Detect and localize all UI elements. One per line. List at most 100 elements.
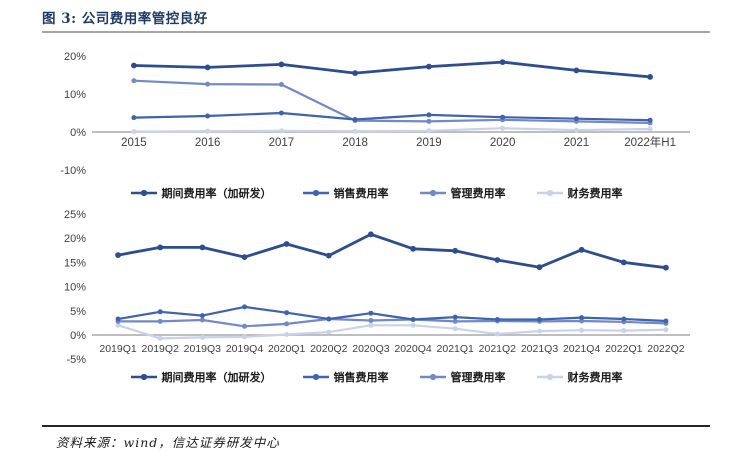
data-point-marker xyxy=(278,61,285,68)
data-point-marker xyxy=(573,67,580,74)
data-point-marker xyxy=(242,304,247,310)
legend-label: 销售费用率 xyxy=(333,371,389,384)
x-tick-label: 2021Q4 xyxy=(563,343,601,355)
legend-item: 销售费用率 xyxy=(302,185,389,201)
legend-item: 财务费用率 xyxy=(536,369,623,385)
data-point-marker xyxy=(500,114,506,120)
data-point-marker xyxy=(426,128,432,134)
data-point-marker xyxy=(352,117,358,122)
x-tick-label: 2019Q1 xyxy=(99,343,137,355)
data-point-marker xyxy=(663,318,669,324)
data-point-marker xyxy=(115,252,121,258)
legend-marker-icon xyxy=(302,189,329,197)
data-point-marker xyxy=(410,322,416,328)
legend-dot xyxy=(312,189,319,197)
data-point-marker xyxy=(205,113,211,119)
legend-label: 财务费用率 xyxy=(567,371,623,384)
data-point-marker xyxy=(326,329,332,335)
data-point-marker xyxy=(536,264,543,271)
y-tick-label: -5% xyxy=(66,354,86,366)
annual-expense-ratio-chart: 20% 10% 0% -10% 2015 2016 2017 2018 2019 2020 2021… xyxy=(60,51,690,177)
chart-legend: 期间费用率（加研发） 销售费用率 管理费用率 财务费用率 xyxy=(42,368,710,386)
data-point-marker xyxy=(663,264,669,271)
source-note: 资料来源：wind，信达证券研发中心 xyxy=(56,435,280,450)
data-point-marker xyxy=(500,125,506,131)
data-point-marker xyxy=(278,128,284,134)
x-tick-label: 2021Q3 xyxy=(521,343,559,355)
data-point-marker xyxy=(157,309,163,315)
data-point-marker xyxy=(199,244,206,251)
series-line xyxy=(132,60,652,79)
y-tick-label: 20% xyxy=(64,233,86,245)
data-point-marker xyxy=(242,323,247,329)
data-point-marker xyxy=(537,317,542,322)
legend-dot xyxy=(429,373,436,381)
legend-dot xyxy=(546,189,553,197)
data-point-marker xyxy=(410,317,416,322)
data-point-marker xyxy=(199,334,205,340)
quarterly-expense-ratio-chart: 25% 20% 15% 10% 5% 0% -5% 2019Q1 2019Q2 2019Q3 201… xyxy=(64,209,690,366)
legend-item: 销售费用率 xyxy=(302,369,389,385)
legend-label: 管理费用率 xyxy=(450,187,506,200)
data-point-marker xyxy=(621,328,627,334)
legend-marker-icon xyxy=(130,189,157,197)
data-point-marker xyxy=(426,118,432,124)
data-point-marker xyxy=(620,259,627,266)
series-line xyxy=(116,324,668,340)
data-point-marker xyxy=(199,313,205,319)
data-point-marker xyxy=(368,310,374,316)
legend-dot xyxy=(140,373,147,381)
x-tick-label: 2019 xyxy=(416,137,442,149)
data-point-marker xyxy=(131,78,137,84)
legend-label: 管理费用率 xyxy=(450,371,506,384)
legend-item: 管理费用率 xyxy=(419,185,506,201)
data-point-marker xyxy=(326,316,332,322)
data-point-marker xyxy=(131,115,137,121)
series-line xyxy=(116,232,668,270)
data-point-marker xyxy=(573,127,579,133)
data-point-marker xyxy=(352,128,358,134)
data-point-marker xyxy=(325,252,332,259)
legend-label: 财务费用率 xyxy=(567,187,623,200)
data-point-marker xyxy=(452,318,458,324)
x-tick-label: 2020Q2 xyxy=(310,343,348,355)
data-point-marker xyxy=(426,63,432,70)
data-point-marker xyxy=(573,116,579,122)
data-point-marker xyxy=(410,245,416,252)
data-point-marker xyxy=(352,70,358,76)
x-tick-label: 2016 xyxy=(195,137,221,149)
data-point-marker xyxy=(131,62,137,69)
data-point-marker xyxy=(494,317,500,322)
data-point-marker xyxy=(278,110,284,116)
legend-marker-icon xyxy=(536,373,563,381)
data-point-marker xyxy=(452,326,458,332)
y-tick-label: 0% xyxy=(70,330,86,342)
x-tick-label: 2020 xyxy=(490,137,516,149)
legend-marker-icon xyxy=(130,373,157,381)
y-tick-label: 10% xyxy=(64,89,86,101)
data-point-marker xyxy=(452,247,459,254)
x-tick-label: 2020Q1 xyxy=(268,343,306,355)
legend-label: 期间费用率（加研发） xyxy=(161,187,272,200)
y-tick-label: 10% xyxy=(64,282,86,294)
data-point-marker xyxy=(205,128,211,134)
y-tick-label: 20% xyxy=(64,51,86,63)
data-point-marker xyxy=(242,334,247,340)
data-point-marker xyxy=(115,316,121,322)
legend-marker-icon xyxy=(419,189,446,197)
series-line xyxy=(116,305,668,323)
legend-item: 财务费用率 xyxy=(536,185,623,201)
y-tick-label: 15% xyxy=(64,257,86,269)
legend-item: 管理费用率 xyxy=(419,369,506,385)
y-tick-label: 5% xyxy=(70,306,86,318)
data-point-marker xyxy=(284,321,290,327)
x-tick-label: 2019Q4 xyxy=(226,343,264,355)
legend-label: 期间费用率（加研发） xyxy=(161,371,272,384)
data-point-marker xyxy=(157,318,163,324)
data-point-marker xyxy=(578,246,585,253)
data-point-marker xyxy=(426,112,432,118)
data-point-marker xyxy=(494,331,500,337)
legend-dot xyxy=(140,189,147,197)
legend-dot xyxy=(312,373,319,381)
data-point-marker xyxy=(663,327,669,333)
